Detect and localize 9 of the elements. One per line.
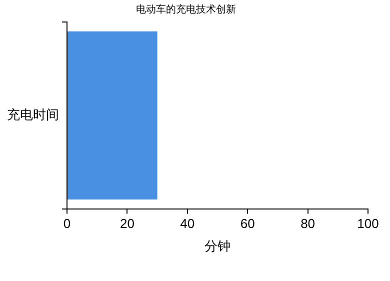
x-tick-label: 100 bbox=[357, 216, 379, 232]
x-axis-title: 分钟 bbox=[204, 240, 230, 255]
x-tick-label: 40 bbox=[180, 216, 195, 232]
x-tick-label: 80 bbox=[300, 216, 316, 232]
y-tick-label: 充电时间 bbox=[7, 108, 59, 123]
x-tick-label: 0 bbox=[63, 216, 71, 232]
x-tick-label: 20 bbox=[120, 216, 134, 232]
x-tick-label: 60 bbox=[240, 216, 255, 232]
chart-title: 电动车的充电技术创新 bbox=[136, 4, 236, 16]
